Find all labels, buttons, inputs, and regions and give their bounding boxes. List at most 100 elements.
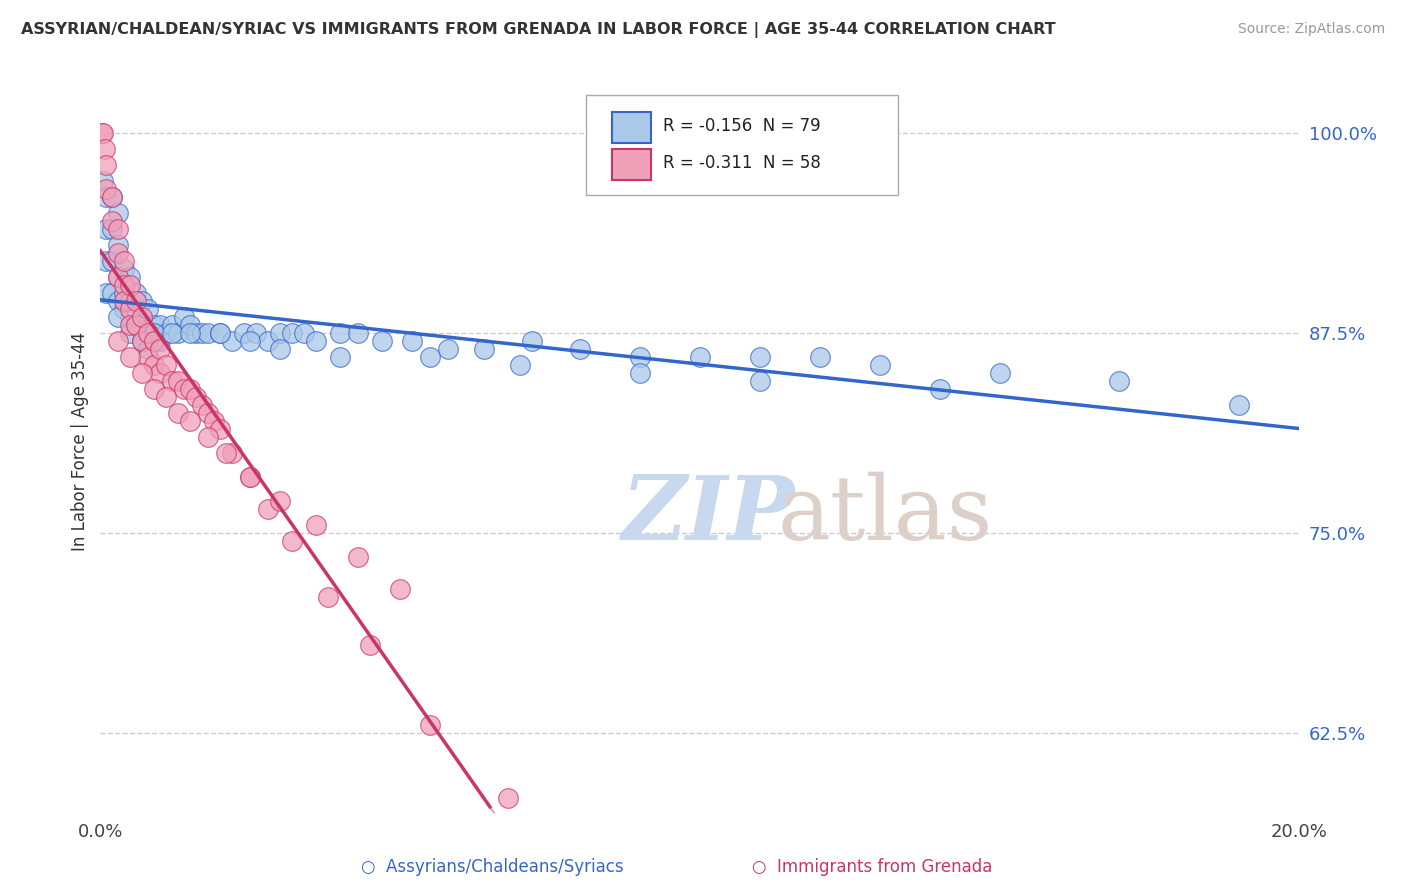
Point [136, 326, 159, 340]
Point [179, 382, 201, 396]
Point [389, 582, 412, 597]
Point [221, 446, 243, 460]
Point [155, 326, 177, 340]
Point [101, 190, 124, 204]
Point [112, 285, 135, 300]
Point [112, 293, 135, 308]
Text: ASSYRIAN/CHALDEAN/SYRIAC VS IMMIGRANTS FROM GRENADA IN LABOR FORCE | AGE 35-44 C: ASSYRIAN/CHALDEAN/SYRIAC VS IMMIGRANTS F… [21, 22, 1056, 38]
Point [186, 326, 208, 340]
Point [568, 342, 591, 356]
Point [329, 350, 352, 364]
Point [347, 550, 370, 565]
Point [347, 326, 370, 340]
Point [1108, 374, 1130, 388]
Point [496, 790, 519, 805]
Point [173, 310, 195, 324]
Point [869, 358, 891, 372]
Point [281, 326, 304, 340]
Point [136, 342, 159, 356]
Point [239, 470, 262, 484]
Point [131, 310, 153, 324]
Text: R = -0.311  N = 58: R = -0.311 N = 58 [662, 154, 821, 172]
Point [167, 374, 190, 388]
Point [281, 534, 304, 549]
Point [437, 342, 460, 356]
Point [162, 326, 184, 340]
Point [197, 326, 219, 340]
Point [520, 334, 543, 348]
Point [401, 334, 423, 348]
Point [125, 293, 148, 308]
Point [419, 718, 441, 732]
Point [112, 301, 135, 316]
Point [94, 142, 117, 156]
Point [209, 326, 232, 340]
Point [155, 358, 177, 372]
Point [221, 334, 243, 348]
Point [149, 366, 172, 380]
Point [155, 390, 177, 404]
Text: atlas: atlas [778, 472, 993, 559]
Point [107, 269, 129, 284]
FancyBboxPatch shape [612, 112, 651, 143]
Point [125, 318, 148, 332]
Point [101, 190, 124, 204]
Point [202, 414, 225, 428]
Point [329, 326, 352, 340]
Point [748, 350, 770, 364]
Point [197, 430, 219, 444]
Point [120, 350, 142, 364]
Point [371, 334, 394, 348]
Point [96, 182, 118, 196]
Point [239, 470, 262, 484]
Point [269, 494, 291, 508]
Point [93, 126, 115, 140]
Point [179, 326, 201, 340]
Point [305, 334, 328, 348]
Point [131, 366, 153, 380]
Point [149, 342, 172, 356]
Point [509, 358, 531, 372]
Point [179, 318, 201, 332]
Point [215, 446, 238, 460]
Point [316, 591, 339, 605]
Point [143, 326, 166, 340]
Point [179, 414, 201, 428]
Text: ○  Immigrants from Grenada: ○ Immigrants from Grenada [752, 858, 991, 876]
Point [245, 326, 267, 340]
Text: Source: ZipAtlas.com: Source: ZipAtlas.com [1237, 22, 1385, 37]
Point [125, 318, 148, 332]
Point [149, 318, 172, 332]
Point [107, 245, 129, 260]
Point [472, 342, 495, 356]
Point [143, 334, 166, 348]
Point [257, 334, 280, 348]
Point [101, 285, 124, 300]
FancyBboxPatch shape [586, 95, 897, 195]
Point [162, 374, 184, 388]
Point [120, 301, 142, 316]
Point [167, 326, 190, 340]
Point [209, 326, 232, 340]
Point [143, 358, 166, 372]
Point [107, 221, 129, 235]
Point [131, 318, 153, 332]
Point [96, 221, 118, 235]
Point [107, 293, 129, 308]
Point [209, 422, 232, 436]
Point [191, 326, 214, 340]
Point [162, 318, 184, 332]
Text: R = -0.156  N = 79: R = -0.156 N = 79 [662, 117, 820, 135]
Point [120, 310, 142, 324]
Point [96, 285, 118, 300]
Point [120, 318, 142, 332]
Point [131, 334, 153, 348]
Point [143, 334, 166, 348]
Point [107, 310, 129, 324]
Point [112, 261, 135, 276]
Point [1227, 398, 1250, 412]
Text: ZIP: ZIP [621, 473, 796, 558]
Point [107, 237, 129, 252]
Point [269, 326, 291, 340]
Point [186, 390, 208, 404]
